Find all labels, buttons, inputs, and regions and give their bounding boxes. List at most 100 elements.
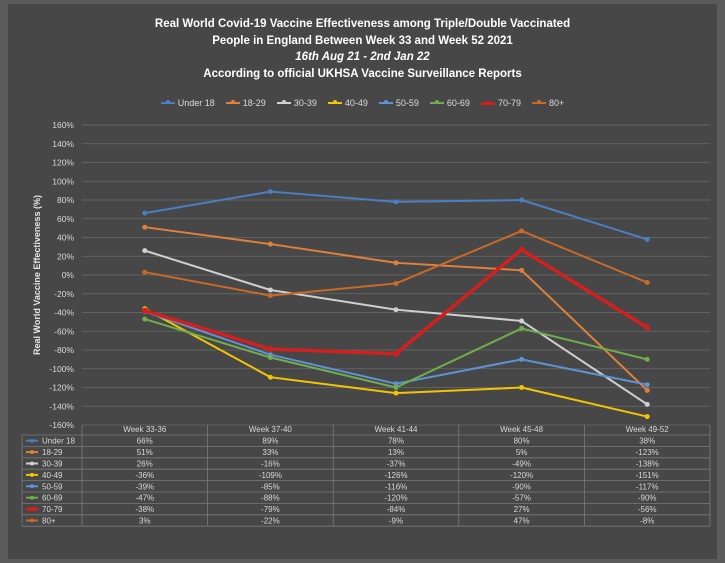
legend-label: 18-29 <box>242 98 266 108</box>
y-tick-label: 100% <box>52 176 74 186</box>
data-point <box>519 267 525 273</box>
data-point <box>644 387 650 393</box>
legend-label: 70-79 <box>497 98 521 108</box>
data-point <box>519 356 525 362</box>
data-point <box>393 307 399 313</box>
data-point <box>142 224 148 230</box>
data-point <box>142 210 148 216</box>
table-legend-key <box>30 472 34 477</box>
data-point <box>267 241 273 247</box>
legend-label: 60-69 <box>446 98 470 108</box>
data-label: 38% <box>639 437 655 446</box>
data-point <box>644 280 650 285</box>
legend-swatch <box>225 100 240 104</box>
data-label: -8% <box>640 517 654 526</box>
data-label: 51% <box>137 448 153 457</box>
data-label: 47% <box>514 517 530 526</box>
y-tick-label: 20% <box>57 251 74 261</box>
legend-label: 30-39 <box>293 98 317 108</box>
data-label: -123% <box>636 448 659 457</box>
data-point <box>141 307 148 314</box>
data-point <box>644 324 651 331</box>
chart-legend: Under 18 18-29 30-39 40-49 50-59 60-69 70-79 80… <box>8 98 717 108</box>
legend-swatch <box>480 100 495 105</box>
title-line-4: According to official UKHSA Vaccine Surv… <box>203 67 522 80</box>
data-point <box>267 293 273 299</box>
data-label: -37% <box>387 460 406 469</box>
data-point <box>267 346 274 353</box>
data-point <box>393 280 399 286</box>
data-point <box>644 401 650 407</box>
data-label: -109% <box>259 471 282 480</box>
legend-label: 50-59 <box>395 98 419 108</box>
data-label: -116% <box>385 482 408 491</box>
data-point <box>644 414 650 420</box>
data-point <box>519 325 525 331</box>
table-legend-key <box>30 461 34 466</box>
y-tick-label: 140% <box>52 139 74 149</box>
data-label: -90% <box>512 482 531 491</box>
data-point <box>644 356 650 362</box>
table-legend-key <box>30 450 34 455</box>
series-line-0 <box>144 190 648 241</box>
legend-label: 40-49 <box>344 98 368 108</box>
table-legend-key <box>30 484 34 489</box>
y-tick-label: -100% <box>49 364 74 374</box>
data-label: -79% <box>261 505 280 514</box>
series-line-3 <box>144 307 648 418</box>
data-label: 3% <box>139 517 151 526</box>
legend-swatch <box>378 100 393 104</box>
table-series-name: 80+ <box>42 517 56 526</box>
data-label: -39% <box>135 482 154 491</box>
legend-swatch <box>429 100 444 104</box>
data-label: -151% <box>636 471 659 480</box>
table-series-name: 50-59 <box>42 482 63 491</box>
x-tick-label: Week 33-36 <box>123 425 167 434</box>
data-label: -126% <box>384 471 407 480</box>
y-tick-label: -160% <box>49 420 74 430</box>
data-label: -84% <box>387 505 406 514</box>
data-point <box>267 189 273 195</box>
legend-swatch <box>531 100 546 104</box>
data-label: 89% <box>262 437 278 446</box>
data-point <box>518 246 525 253</box>
data-point <box>393 390 399 396</box>
legend-item: 70-79 <box>480 98 521 108</box>
data-point <box>644 236 650 242</box>
data-label: -36% <box>135 471 154 480</box>
legend-swatch <box>160 100 175 104</box>
chart-frame: Real World Covid-19 Vaccine Effectivenes… <box>8 4 717 559</box>
x-tick-label: Week 49-52 <box>626 425 670 434</box>
y-tick-label: 60% <box>57 214 74 224</box>
legend-swatch <box>327 100 342 104</box>
data-label: -22% <box>261 517 280 526</box>
x-tick-label: Week 41-44 <box>375 425 419 434</box>
legend-item: 40-49 <box>327 98 368 108</box>
data-point <box>644 382 650 388</box>
legend-swatch <box>276 100 291 104</box>
data-label: -120% <box>510 471 533 480</box>
legend-item: 80+ <box>531 98 565 108</box>
y-axis-label: Real World Vaccine Effectiveness (%) <box>32 195 42 355</box>
title-line-3: 16th Aug 21 - 2nd Jan 22 <box>295 51 430 63</box>
y-tick-label: 0% <box>62 270 75 280</box>
table-series-name: 30-39 <box>42 460 63 469</box>
data-point <box>267 374 273 380</box>
legend-item: Under 18 <box>160 98 215 108</box>
data-point <box>142 248 148 254</box>
data-label: -120% <box>384 494 407 503</box>
data-point <box>393 381 399 387</box>
x-tick-label: Week 45-48 <box>500 425 544 434</box>
data-label: 80% <box>514 437 530 446</box>
data-label: -88% <box>261 494 280 503</box>
title-line-1: Real World Covid-19 Vaccine Effectivenes… <box>154 18 571 30</box>
y-tick-label: -140% <box>49 401 74 411</box>
data-point <box>393 350 399 357</box>
data-label: -138% <box>636 460 659 469</box>
y-tick-label: -60% <box>54 326 74 336</box>
data-point <box>267 355 273 360</box>
data-point <box>393 199 399 205</box>
data-label: -16% <box>261 460 280 469</box>
legend-label: 80+ <box>548 98 565 108</box>
